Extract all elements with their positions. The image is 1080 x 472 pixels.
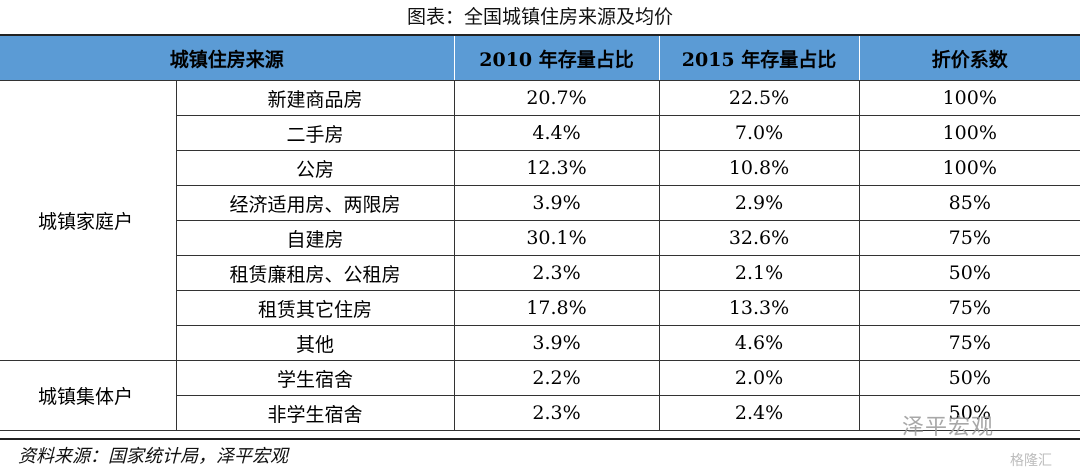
table-row: 城镇集体户 学生宿舍 2.2% 2.0% 50% xyxy=(0,360,1080,431)
housing-type-cell: 租赁其它住房 xyxy=(176,290,455,326)
discount-factor-cell: 75% xyxy=(859,290,1080,326)
share-2010-cell: 17.8% xyxy=(454,290,660,326)
housing-type-cell: 非学生宿舍 xyxy=(176,395,455,431)
share-2015-cell: 2.4% xyxy=(659,395,860,431)
share-2010-cell: 20.7% xyxy=(454,80,660,116)
share-2010-cell: 30.1% xyxy=(454,220,660,256)
share-2010-cell: 3.9% xyxy=(454,185,660,221)
housing-type-cell: 二手房 xyxy=(176,115,455,151)
housing-type-cell: 租赁廉租房、公租房 xyxy=(176,255,455,291)
housing-type-cell: 新建商品房 xyxy=(176,80,455,116)
share-2010-cell: 2.2% xyxy=(454,360,660,396)
table-row: 公房 12.3% 10.8% 100% xyxy=(0,150,1080,186)
share-2015-cell: 4.6% xyxy=(659,325,860,361)
header-row: 城镇住房来源 2010 年存量占比 2015 年存量占比 折价系数 xyxy=(0,36,1080,81)
bottom-rule xyxy=(0,438,1080,440)
top-rule xyxy=(0,34,1080,36)
watermark-logo: 泽平宏观 xyxy=(902,415,995,440)
share-2010-cell: 4.4% xyxy=(454,115,660,151)
discount-factor-cell: 50% xyxy=(859,360,1080,396)
watermark-small: 格隆汇 xyxy=(1010,453,1052,469)
share-2015-cell: 22.5% xyxy=(659,80,860,116)
share-2010-cell: 2.3% xyxy=(454,395,660,431)
housing-type-cell: 经济适用房、两限房 xyxy=(176,185,455,221)
discount-factor-cell: 50% xyxy=(859,395,1080,431)
discount-factor-cell: 100% xyxy=(859,80,1080,116)
table-row: 租赁廉租房、公租房 2.3% 2.1% 50% xyxy=(0,255,1080,291)
share-2015-cell: 2.1% xyxy=(659,255,860,291)
share-2015-cell: 7.0% xyxy=(659,115,860,151)
table-body: 城镇家庭户 新建商品房 20.7% 22.5% 100% 二手房 4.4% 7.0% 100% 公… xyxy=(0,80,1080,431)
discount-factor-cell: 75% xyxy=(859,325,1080,361)
header-factor: 折价系数 xyxy=(859,36,1080,81)
share-2015-cell: 13.3% xyxy=(659,290,860,326)
discount-factor-cell: 50% xyxy=(859,255,1080,291)
header-source: 城镇住房来源 xyxy=(0,36,455,81)
discount-factor-cell: 100% xyxy=(859,115,1080,151)
share-2010-cell: 12.3% xyxy=(454,150,660,186)
housing-type-cell: 公房 xyxy=(176,150,455,186)
table-row: 经济适用房、两限房 3.9% 2.9% 85% xyxy=(0,185,1080,221)
source-note: 资料来源：国家统计局，泽平宏观 xyxy=(18,446,288,467)
housing-type-cell: 自建房 xyxy=(176,220,455,256)
table-row: 其他 3.9% 4.6% 75% xyxy=(0,325,1080,361)
header-2015: 2015 年存量占比 xyxy=(659,36,860,81)
housing-type-cell: 其他 xyxy=(176,325,455,361)
table-row: 非学生宿舍 2.3% 2.4% 50% xyxy=(0,395,1080,431)
table-row: 自建房 30.1% 32.6% 75% xyxy=(0,220,1080,256)
housing-source-table: 城镇住房来源 2010 年存量占比 2015 年存量占比 折价系数 城镇家庭户新… xyxy=(0,36,1080,431)
discount-factor-cell: 85% xyxy=(859,185,1080,221)
share-2015-cell: 10.8% xyxy=(659,150,860,186)
table-row: 城镇家庭户 新建商品房 20.7% 22.5% 100% xyxy=(0,80,1080,361)
share-2015-cell: 2.9% xyxy=(659,185,860,221)
housing-type-cell: 学生宿舍 xyxy=(176,360,455,396)
share-2010-cell: 2.3% xyxy=(454,255,660,291)
header-2010: 2010 年存量占比 xyxy=(454,36,660,81)
share-2010-cell: 3.9% xyxy=(454,325,660,361)
table-row: 二手房 4.4% 7.0% 100% xyxy=(0,115,1080,151)
discount-factor-cell: 100% xyxy=(859,150,1080,186)
group-label: 城镇家庭户 xyxy=(0,80,177,361)
share-2015-cell: 32.6% xyxy=(659,220,860,256)
discount-factor-cell: 75% xyxy=(859,220,1080,256)
share-2015-cell: 2.0% xyxy=(659,360,860,396)
group-label: 城镇集体户 xyxy=(0,360,177,431)
table-caption: 图表：全国城镇住房来源及均价 xyxy=(406,6,673,28)
table-row: 租赁其它住房 17.8% 13.3% 75% xyxy=(0,290,1080,326)
